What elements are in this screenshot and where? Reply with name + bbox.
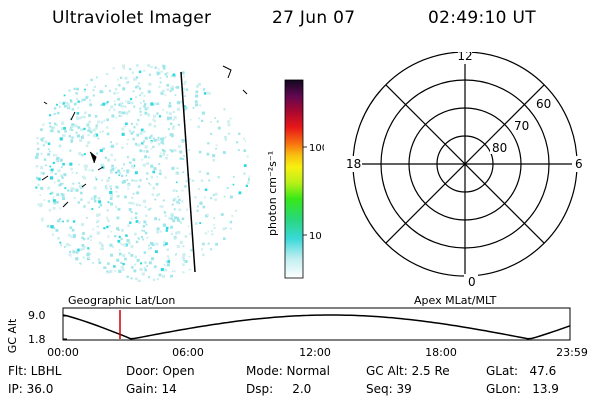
uv-image-disk [35,64,250,282]
orbit-xtick-0000: 00:00 [47,346,79,359]
glon-info: GLon: 13.9 [486,382,559,396]
mlt-label-6: 6 [575,157,583,171]
colorbar-tick-100: 100 [309,143,324,154]
polar-mlat-mlt-grid: 12 18 6 0 60 70 80 [340,52,586,289]
ip-info: IP: 36.0 [8,382,54,396]
dsp-info: Dsp: 2.0 [246,382,312,396]
day-night-terminator [180,71,196,273]
orbit-xtick-1200: 12:00 [299,346,331,359]
mlt-label-0: 0 [468,275,476,289]
mlat-label-60: 60 [536,97,551,111]
coastline-fragments [41,101,104,208]
instrument-title: Ultraviolet Imager [52,8,212,28]
color-scale-bar: photon cm⁻²s⁻¹ 100 10 [266,79,324,279]
date-label: 27 Jun 07 [272,8,356,28]
time-label: 02:49:10 UT [428,8,536,28]
orbit-ytick-1.8: 1.8 [28,333,46,346]
colorbar-tick-10: 10 [309,231,322,242]
orbit-xtick-1800: 18:00 [425,346,457,359]
limb-fragment [242,89,248,95]
gain-info: Gain: 14 [126,382,177,396]
seq-info: Seq: 39 [366,382,412,396]
orbit-xtick-0600: 06:00 [172,346,204,359]
orbit-right-title: Apex MLat/MLT [414,294,497,307]
orbit-left-title: Geographic Lat/Lon [68,294,175,307]
colorbar-unit-label: photon cm⁻²s⁻¹ [266,151,279,236]
orbit-xtick-2359: 23:59 [556,346,588,359]
orbit-ytick-9: 9.0 [28,309,46,322]
orbit-axis-label: GC Alt [6,318,19,353]
mlat-label-70: 70 [514,119,529,133]
filter-info: Flt: LBHL [8,364,62,378]
door-info: Door: Open [126,364,195,378]
glat-info: GLat: 47.6 [486,364,557,378]
mlt-label-18: 18 [346,157,361,171]
mlat-label-80: 80 [492,141,507,155]
gc-alt-info: GC Alt: 2.5 Re [366,364,450,378]
mode-info: Mode: Normal [246,364,330,378]
auroral-speckle-field [35,64,250,282]
orbit-altitude-plot: Geographic Lat/Lon Apex MLat/MLT GC Alt … [6,294,588,359]
altitude-curve [62,314,571,340]
mlt-label-12: 12 [457,52,472,63]
limb-fragment [222,65,232,79]
